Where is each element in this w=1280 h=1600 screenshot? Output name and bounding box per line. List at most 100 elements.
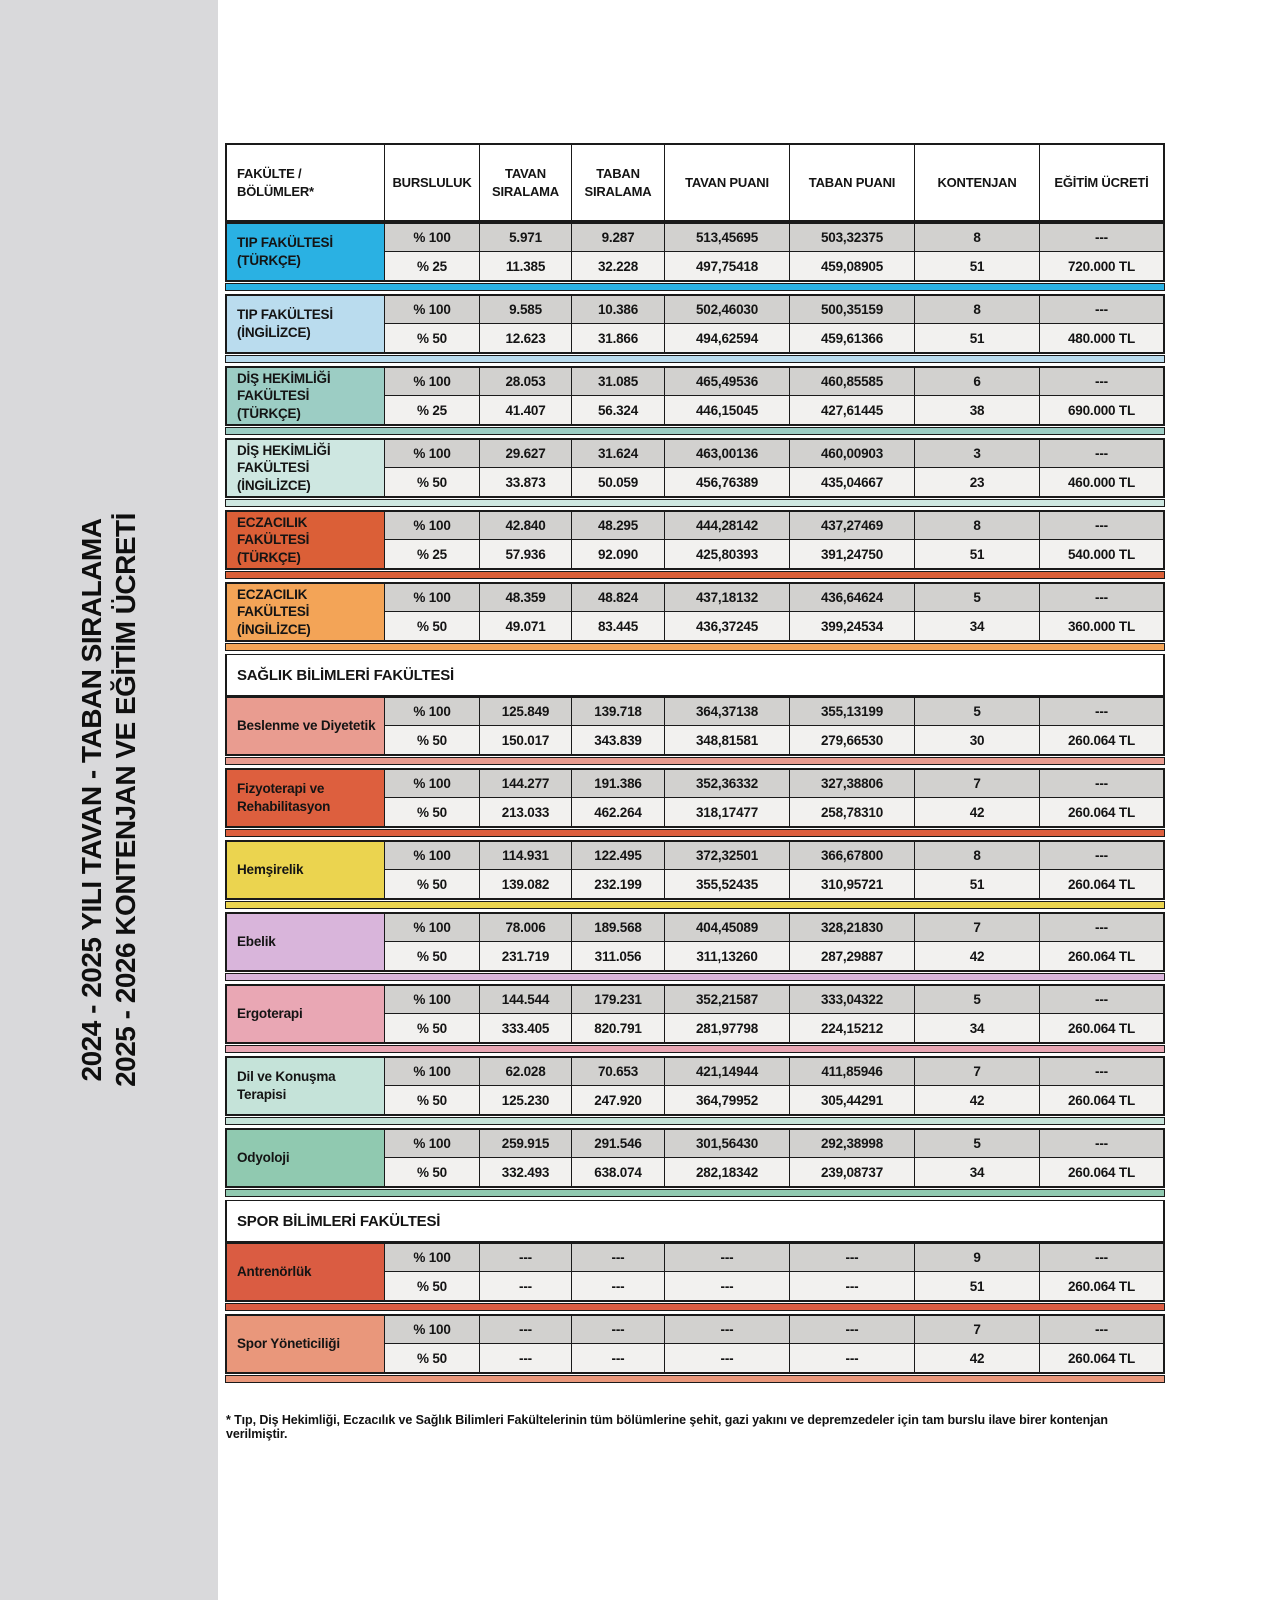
table-row: % 100 144.544 179.231 352,21587 333,04322 5 --… [385, 986, 1163, 1014]
cell: 820.791 [572, 1014, 665, 1042]
cell: 139.082 [480, 870, 572, 898]
cell: --- [665, 1344, 790, 1372]
table-row: % 50 49.071 83.445 436,37245 399,24534 34 360.… [385, 612, 1163, 640]
cell: --- [1095, 230, 1108, 245]
column-header: BURSLULUK [385, 145, 480, 220]
cell: 355,13199 [790, 698, 915, 725]
cell: 497,75418 [665, 252, 790, 280]
cell: 460.000 TL [1067, 474, 1136, 490]
cell: 444,28142 [665, 512, 790, 539]
cell: 465,49536 [665, 368, 790, 395]
cell: 5 [915, 1130, 1040, 1157]
cell: % 50 [385, 324, 480, 352]
cell: 57.936 [480, 540, 572, 568]
cell: % 25 [385, 396, 480, 424]
cell: --- [572, 1316, 665, 1343]
faculty-group: Spor Yöneticiliği% 100 --- --- --- --- 7 ---% … [225, 1314, 1165, 1374]
cell: --- [1095, 1250, 1108, 1265]
cell: --- [1095, 590, 1108, 605]
cell: 502,46030 [665, 296, 790, 323]
cell: 427,61445 [790, 396, 915, 424]
cell: 42 [915, 1344, 1040, 1372]
cell: 260.064 TL [1067, 948, 1136, 964]
cell: % 100 [385, 584, 480, 611]
cell: 29.627 [480, 440, 572, 467]
group-color-strip [225, 571, 1165, 579]
cell: 540.000 TL [1067, 546, 1136, 562]
cell: --- [480, 1316, 572, 1343]
table-row: % 100 9.585 10.386 502,46030 500,35159 8 --- [385, 296, 1163, 324]
cell: 3 [915, 440, 1040, 467]
cell: 500,35159 [790, 296, 915, 323]
section-header: SAĞLIK BİLİMLERİ FAKÜLTESİ [225, 654, 1165, 696]
cell: 435,04667 [790, 468, 915, 496]
group-color-strip [225, 757, 1165, 765]
faculty-group: TIP FAKÜLTESİ (İNGİLİZCE)% 100 9.585 10.38… [225, 294, 1165, 354]
column-header: TAVAN PUANI [665, 145, 790, 220]
cell: 150.017 [480, 726, 572, 754]
cell: 503,32375 [790, 224, 915, 251]
cell: 459,61366 [790, 324, 915, 352]
cell: 291.546 [572, 1130, 665, 1157]
table-row: % 25 57.936 92.090 425,80393 391,24750 51 540.… [385, 540, 1163, 568]
cell: 125.230 [480, 1086, 572, 1114]
cell: 125.849 [480, 698, 572, 725]
table-row: % 50 213.033 462.264 318,17477 258,78310 42 26… [385, 798, 1163, 826]
cell: 42 [915, 942, 1040, 970]
table-header: FAKÜLTE / BÖLÜMLER* BURSLULUK TAVAN SIRALA… [225, 143, 1165, 222]
cell: 11.385 [480, 252, 572, 280]
group-color-strip [225, 1303, 1165, 1311]
cell: 48.824 [572, 584, 665, 611]
cell: 260.064 TL [1067, 876, 1136, 892]
cell: 327,38806 [790, 770, 915, 797]
faculty-group: Ergoterapi% 100 144.544 179.231 352,21587 33… [225, 984, 1165, 1044]
table-row: % 50 332.493 638.074 282,18342 239,08737 34 26… [385, 1158, 1163, 1186]
cell: 8 [915, 842, 1040, 869]
cell: 38 [915, 396, 1040, 424]
cell: 260.064 TL [1067, 1020, 1136, 1036]
faculty-label: DİŞ HEKİMLİĞİ FAKÜLTESİ (İNGİLİZCE) [227, 440, 385, 496]
cell: 436,64624 [790, 584, 915, 611]
cell: 42 [915, 1086, 1040, 1114]
cell: 260.064 TL [1067, 1164, 1136, 1180]
faculty-group: DİŞ HEKİMLİĞİ FAKÜLTESİ (İNGİLİZCE)% 100… [225, 438, 1165, 498]
cell: 352,36332 [665, 770, 790, 797]
table-row: % 50 150.017 343.839 348,81581 279,66530 30 26… [385, 726, 1163, 754]
cell: 51 [915, 252, 1040, 280]
table-row: % 25 11.385 32.228 497,75418 459,08905 51 720.… [385, 252, 1163, 280]
group-color-strip [225, 1117, 1165, 1125]
table-row: % 50 33.873 50.059 456,76389 435,04667 23 460.… [385, 468, 1163, 496]
cell: % 50 [385, 870, 480, 898]
cell: 460,85585 [790, 368, 915, 395]
cell: 78.006 [480, 914, 572, 941]
column-header: EĞİTİM ÜCRETİ [1054, 174, 1149, 190]
cell: 50.059 [572, 468, 665, 496]
cell: 348,81581 [665, 726, 790, 754]
cell: 179.231 [572, 986, 665, 1013]
cell: % 50 [385, 726, 480, 754]
cell: 460,00903 [790, 440, 915, 467]
cell: 31.866 [572, 324, 665, 352]
cell: 33.873 [480, 468, 572, 496]
faculty-label: Ergoterapi [227, 986, 385, 1042]
cell: --- [1095, 1064, 1108, 1079]
cell: 191.386 [572, 770, 665, 797]
cell: % 100 [385, 368, 480, 395]
cell: 437,18132 [665, 584, 790, 611]
faculty-group: Beslenme ve Diyetetik% 100 125.849 139.718… [225, 696, 1165, 756]
vertical-title: 2024 - 2025 YILI TAVAN - TABAN SIRALAMA … [75, 513, 143, 1087]
cell: 259.915 [480, 1130, 572, 1157]
cell: 480.000 TL [1067, 330, 1136, 346]
cell: 425,80393 [665, 540, 790, 568]
cell: 260.064 TL [1067, 1350, 1136, 1366]
cell: 122.495 [572, 842, 665, 869]
cell: --- [1095, 776, 1108, 791]
faculty-label: ECZACILIK FAKÜLTESİ (İNGİLİZCE) [227, 584, 385, 640]
cell: 48.359 [480, 584, 572, 611]
cell: --- [1095, 1322, 1108, 1337]
cell: 411,85946 [790, 1058, 915, 1085]
cell: 34 [915, 1014, 1040, 1042]
cell: 31.085 [572, 368, 665, 395]
table-row: % 100 --- --- --- --- 9 --- [385, 1244, 1163, 1272]
cell: 239,08737 [790, 1158, 915, 1186]
